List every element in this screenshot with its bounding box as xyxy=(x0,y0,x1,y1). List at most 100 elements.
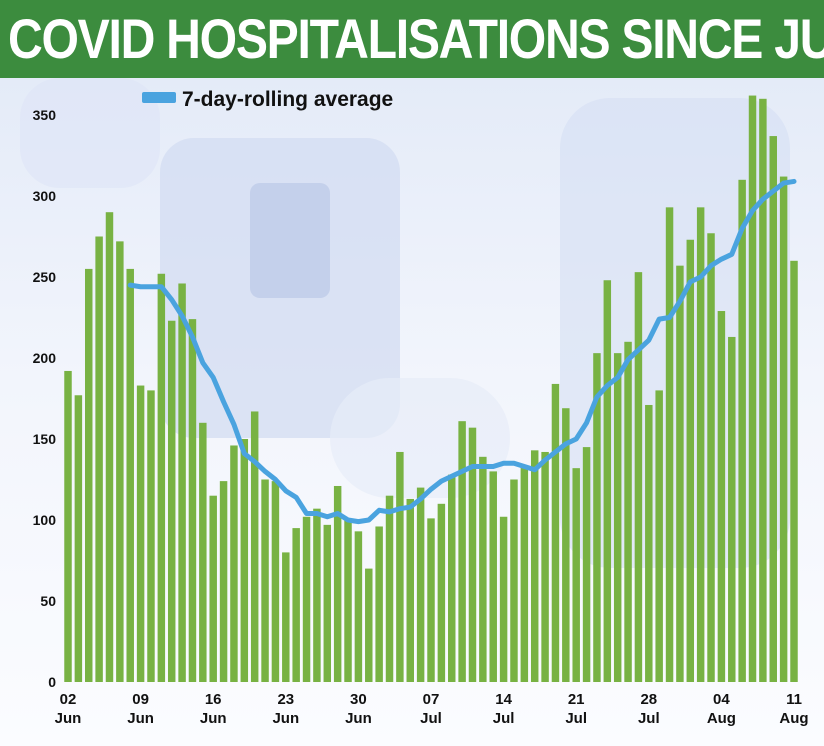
bar xyxy=(645,404,653,682)
bar xyxy=(344,520,352,682)
y-tick-label: 350 xyxy=(33,107,57,123)
bar xyxy=(313,508,321,682)
bar xyxy=(458,421,466,682)
y-tick-label: 100 xyxy=(33,512,57,528)
bar xyxy=(282,552,290,682)
bar xyxy=(448,474,456,682)
bar xyxy=(634,272,643,682)
bar xyxy=(178,283,186,682)
title-banner: COVID HOSPITALISATIONS SINCE JUNE xyxy=(0,0,824,78)
bar xyxy=(696,207,705,682)
bar xyxy=(365,568,373,682)
x-tick-day-label: 07 xyxy=(423,691,440,708)
bar xyxy=(406,498,414,682)
legend-swatch xyxy=(142,92,176,103)
x-tick-month-label: Jun xyxy=(55,710,82,727)
bar xyxy=(261,479,269,682)
bar xyxy=(582,447,591,682)
bar-series xyxy=(64,95,798,683)
bar xyxy=(686,239,695,683)
y-tick-label: 250 xyxy=(33,269,57,285)
x-axis: 02 Jun 09 Jun 16 Jun 23 Jun 30 Jun 07 Jul 14 Jul 21 Jul… xyxy=(55,691,809,727)
bar xyxy=(116,241,124,683)
bar xyxy=(302,516,311,682)
bar xyxy=(323,524,332,682)
x-tick-day-label: 02 xyxy=(60,691,77,708)
bar xyxy=(510,479,518,682)
x-tick-month-label: Jun xyxy=(345,710,372,727)
y-tick-label: 150 xyxy=(33,431,57,447)
chart-area: 0 50 100 150 200 250 300 350 02 Jun 09 Jun 16 Jun 23 J… xyxy=(0,78,824,746)
x-tick-month-label: Jun xyxy=(127,710,154,727)
y-tick-label: 300 xyxy=(33,188,57,204)
bar xyxy=(613,353,622,682)
x-tick-day-label: 09 xyxy=(132,691,149,708)
bar xyxy=(199,422,207,682)
x-tick-day-label: 23 xyxy=(277,691,294,708)
bar xyxy=(551,383,560,682)
bar xyxy=(728,336,736,682)
rolling-average-line xyxy=(127,178,797,525)
bar xyxy=(136,385,145,682)
y-axis: 0 50 100 150 200 250 300 350 xyxy=(33,107,57,690)
x-tick-month-label: Jul xyxy=(565,710,587,727)
x-tick-month-label: Jun xyxy=(272,710,299,727)
bar xyxy=(624,341,632,682)
x-tick-month-label: Aug xyxy=(707,710,736,727)
bar xyxy=(333,485,342,682)
bar xyxy=(64,370,72,682)
bar xyxy=(240,439,249,682)
bar xyxy=(437,503,446,682)
x-tick-day-label: 04 xyxy=(713,691,730,708)
bar xyxy=(250,411,259,682)
bar xyxy=(167,320,176,682)
bar xyxy=(85,268,93,682)
legend-label: 7-day-rolling average xyxy=(182,88,393,111)
bar xyxy=(468,427,477,682)
bar xyxy=(105,212,114,682)
bar xyxy=(157,273,166,682)
chart-title: COVID HOSPITALISATIONS SINCE JUNE xyxy=(8,7,824,70)
bar xyxy=(655,390,663,682)
bar xyxy=(219,481,228,682)
x-tick-month-label: Jul xyxy=(638,710,660,727)
bar xyxy=(790,260,798,682)
bar xyxy=(738,179,746,683)
bar xyxy=(126,268,134,682)
x-tick-month-label: Aug xyxy=(779,710,808,727)
bar xyxy=(271,481,280,682)
bar xyxy=(717,311,726,682)
bar xyxy=(499,516,508,682)
bar xyxy=(416,487,425,682)
y-tick-label: 0 xyxy=(48,674,56,690)
bar xyxy=(665,207,674,682)
bar xyxy=(593,353,601,682)
bar xyxy=(489,471,497,682)
x-tick-day-label: 11 xyxy=(786,691,802,708)
background-screen-shape xyxy=(250,183,330,298)
bar xyxy=(147,390,155,682)
x-tick-day-label: 30 xyxy=(350,691,367,708)
background-lamp-shape xyxy=(20,78,160,188)
bar xyxy=(676,265,684,682)
y-tick-label: 200 xyxy=(33,350,57,366)
bar xyxy=(396,451,404,682)
bar xyxy=(779,176,788,682)
bar xyxy=(95,236,103,682)
bar xyxy=(707,233,715,682)
x-tick-month-label: Jul xyxy=(420,710,442,727)
x-tick-day-label: 21 xyxy=(568,691,585,708)
bar xyxy=(74,395,83,682)
x-tick-day-label: 16 xyxy=(205,691,222,708)
bar xyxy=(427,518,435,682)
bar xyxy=(562,408,570,682)
bar xyxy=(292,528,300,682)
bar xyxy=(354,531,363,682)
legend: 7-day-rolling average xyxy=(142,88,393,111)
bar xyxy=(769,136,777,682)
x-tick-month-label: Jul xyxy=(493,710,515,727)
bar xyxy=(375,526,383,682)
bar xyxy=(479,456,487,682)
x-tick-month-label: Jun xyxy=(200,710,227,727)
x-tick-day-label: 14 xyxy=(495,691,512,708)
